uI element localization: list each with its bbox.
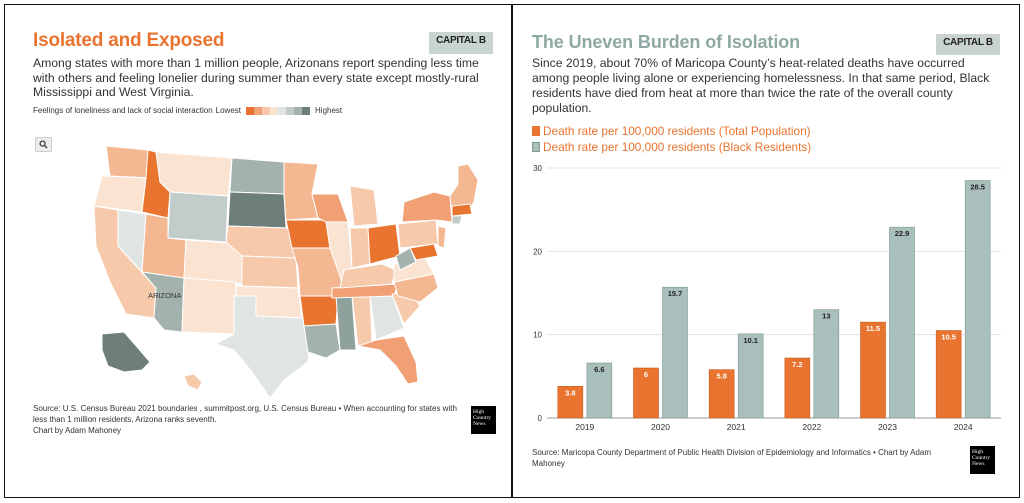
x-tick-label: 2023 <box>878 422 897 432</box>
state-ia <box>285 219 331 249</box>
data-label: 22.9 <box>895 229 910 238</box>
capital-b-logo: CAPITAL B <box>429 32 493 54</box>
data-label: 13 <box>822 312 830 321</box>
legend-scale-step <box>270 106 279 115</box>
legend-scale-step <box>294 106 303 115</box>
state-wy <box>167 191 229 243</box>
legend-swatch-black <box>532 142 540 152</box>
bar-total <box>860 321 886 419</box>
x-tick-label: 2022 <box>802 422 821 432</box>
left-source: Source: U.S. Census Bureau 2021 boundari… <box>33 404 457 424</box>
data-label: 6.6 <box>594 365 604 374</box>
y-tick-label: 0 <box>538 414 543 423</box>
left-title: Isolated and Exposed <box>33 30 225 51</box>
x-tick-label: 2021 <box>727 422 746 432</box>
search-icon <box>39 140 48 149</box>
legend-scale-step <box>286 106 295 115</box>
state-nd <box>229 157 285 195</box>
state-wv <box>395 247 417 271</box>
state-tx <box>214 295 311 399</box>
us-choropleth-map: ARIZONA <box>93 145 479 399</box>
right-subtitle: Since 2019, about 70% of Maricopa County… <box>532 56 990 115</box>
right-panel: The Uneven Burden of Isolation CAPITAL B… <box>513 6 1018 496</box>
capital-b-logo: CAPITAL B <box>936 34 1000 55</box>
state-ar <box>299 295 339 327</box>
state-ma <box>451 203 473 217</box>
data-label: 7.2 <box>792 360 802 369</box>
legend-label-total: Death rate per 100,000 residents (Total … <box>543 124 811 138</box>
legend-item-total: Death rate per 100,000 residents (Total … <box>532 123 811 139</box>
right-source: Source: Maricopa County Department of Pu… <box>532 448 931 468</box>
data-label: 10.5 <box>941 333 956 342</box>
bar-total <box>633 367 659 419</box>
legend-scale-step <box>278 106 287 115</box>
bar-total <box>557 386 584 419</box>
state-mi <box>349 185 379 227</box>
y-tick-label: 10 <box>533 331 542 340</box>
state-fl <box>357 335 419 385</box>
bar-black <box>889 226 915 419</box>
state-in <box>349 227 371 269</box>
x-tick-label: 2019 <box>575 422 594 432</box>
legend-label: Feelings of loneliness and lack of socia… <box>33 106 213 115</box>
state-mn <box>283 161 319 221</box>
legend-scale-step <box>254 106 263 115</box>
state-md <box>409 243 439 261</box>
state-mt <box>155 151 233 197</box>
left-credit: Chart by Adam Mahoney <box>33 426 122 435</box>
state-sd <box>227 191 287 229</box>
panel-divider <box>511 4 513 498</box>
state-hi <box>183 373 203 391</box>
high-country-news-logo: High Country News <box>970 446 995 474</box>
state-la <box>303 323 341 359</box>
state-ny <box>401 191 453 223</box>
data-label: 5.8 <box>716 372 726 381</box>
data-label: 11.5 <box>866 324 880 333</box>
bar-black <box>964 180 991 419</box>
data-label: 28.5 <box>970 183 985 192</box>
bar-total <box>708 369 735 419</box>
bar-chart: 0 10 20 30 3.8 6.6 2019 6 15.7 2020 5.8 10.1 2021 7.2… <box>533 164 1001 432</box>
bar-total <box>784 357 811 419</box>
y-tick-label: 20 <box>533 247 542 256</box>
left-subtitle: Among states with more than 1 million pe… <box>33 56 479 99</box>
state-ks <box>241 255 299 289</box>
legend-swatch-total <box>532 126 540 136</box>
data-label: 15.7 <box>668 289 683 298</box>
state-ct <box>451 215 463 225</box>
x-tick-label: 2024 <box>954 422 973 432</box>
legend-color-scale <box>246 106 311 115</box>
state-ak <box>101 331 151 373</box>
map-label-arizona: ARIZONA <box>148 291 181 300</box>
bar-black <box>586 362 613 419</box>
bar-black <box>813 309 840 419</box>
high-country-news-logo: High Country News <box>471 406 496 434</box>
legend-scale-step <box>262 106 271 115</box>
left-panel: Isolated and Exposed CAPITAL B Among sta… <box>6 6 510 496</box>
legend-scale-step <box>246 106 255 115</box>
state-oh <box>367 223 401 265</box>
legend-high-label: Highest <box>315 106 343 115</box>
state-or <box>93 175 147 213</box>
bar-black <box>662 286 688 419</box>
bar-total <box>935 330 962 419</box>
data-label: 10.1 <box>743 336 758 345</box>
zoom-button[interactable] <box>35 137 52 152</box>
chart-legend: Death rate per 100,000 residents (Total … <box>532 123 811 155</box>
legend-low-label: Lowest <box>215 106 242 115</box>
bar-black <box>737 333 764 419</box>
state-pa <box>397 219 439 249</box>
legend-label-black: Death rate per 100,000 residents (Black … <box>543 140 812 154</box>
data-label: 6 <box>644 370 648 379</box>
data-label: 3.8 <box>565 388 575 397</box>
x-tick-label: 2020 <box>651 422 670 432</box>
legend-item-black: Death rate per 100,000 residents (Black … <box>532 139 811 155</box>
right-title: The Uneven Burden of Isolation <box>532 32 801 52</box>
state-nm <box>181 277 237 335</box>
map-legend: Feelings of loneliness and lack of socia… <box>33 106 342 115</box>
y-tick-label: 30 <box>533 164 542 173</box>
state-wa <box>105 145 153 179</box>
state-nj <box>437 225 447 249</box>
legend-scale-step <box>302 106 311 115</box>
